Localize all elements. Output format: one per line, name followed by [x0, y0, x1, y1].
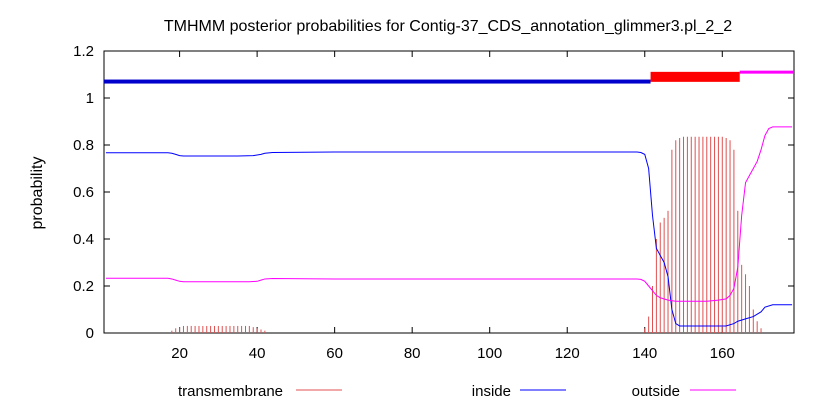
chart-title: TMHMM posterior probabilities for Contig…: [164, 18, 732, 35]
y-tick-label: 1: [86, 90, 94, 107]
x-tick-label: 120: [555, 345, 580, 362]
legend: transmembrane inside outside: [178, 383, 736, 400]
x-tick-label: 80: [404, 345, 421, 362]
inside-line: [105, 151, 793, 327]
legend-label-inside: inside: [472, 383, 511, 400]
x-tick-label: 160: [710, 345, 735, 362]
outside-line: [105, 126, 793, 302]
x-tick-label: 140: [632, 345, 657, 362]
y-tick-label: 0.2: [73, 278, 94, 295]
y-tick-label: 0.6: [73, 184, 94, 201]
plot-frame: [103, 50, 795, 334]
x-tick-label: 100: [477, 345, 502, 362]
plot-area: 0 0.2 0.4 0.6 0.8 1 1.2 20 40 60 80 100 120 140 160: [73, 43, 795, 362]
legend-label-outside: outside: [632, 383, 680, 400]
y-tick-label: 0.8: [73, 137, 94, 154]
legend-label-transmembrane: transmembrane: [178, 383, 283, 400]
x-tick-label: 60: [326, 345, 343, 362]
y-tick-label: 1.2: [73, 43, 94, 60]
x-tick-label: 40: [249, 345, 266, 362]
y-tick-label: 0: [86, 325, 94, 342]
x-tick-label: 20: [171, 345, 188, 362]
topology-outside-bar: [739, 70, 794, 74]
y-tick-label: 0.4: [73, 231, 94, 248]
topology-transmembrane-bar: [650, 71, 740, 82]
topology-inside-bar: [104, 79, 651, 84]
y-axis-label: probability: [29, 157, 46, 230]
